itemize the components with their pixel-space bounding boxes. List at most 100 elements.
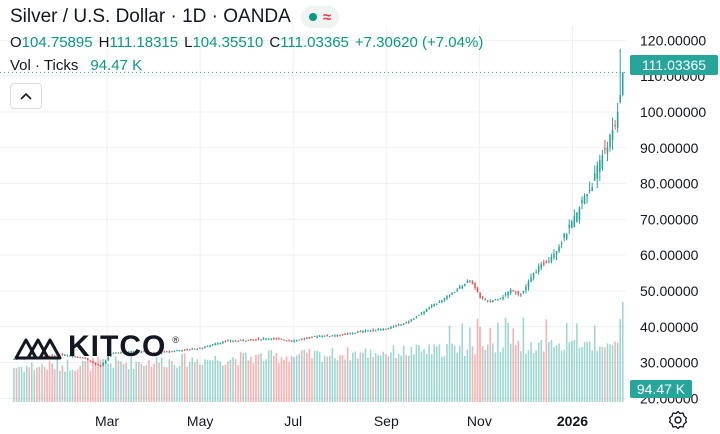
gear-icon[interactable] <box>668 410 688 430</box>
volume-bar <box>553 347 555 402</box>
candle-body <box>443 297 446 301</box>
volume-bar <box>247 360 250 402</box>
candle-body <box>295 339 298 341</box>
candle-body <box>288 340 290 342</box>
candle-body <box>306 338 308 340</box>
candle-body <box>140 351 143 353</box>
candle-body <box>275 338 278 340</box>
candle-body <box>441 300 443 303</box>
candle-body <box>53 355 56 357</box>
candle-body <box>329 335 331 337</box>
candle-body <box>102 363 104 366</box>
candle-body <box>611 129 614 140</box>
candle-body <box>351 332 354 334</box>
last-price-tag: 111.03365 <box>630 55 718 75</box>
candle-body <box>553 254 555 258</box>
volume-bar <box>311 358 313 402</box>
candle-body <box>606 147 609 154</box>
market-open-dot-icon <box>308 13 317 21</box>
candle-body <box>385 328 387 330</box>
candle-body <box>280 338 283 340</box>
close-label: C <box>269 34 281 51</box>
candle-body <box>107 356 109 361</box>
candle-body <box>176 350 178 352</box>
candle-body <box>308 337 311 339</box>
volume-bar <box>301 350 303 402</box>
candle-body <box>234 340 237 342</box>
volume-bar <box>329 355 331 402</box>
volume-bar <box>555 345 558 402</box>
candle-body <box>527 281 530 288</box>
high-label: H <box>98 34 110 51</box>
candle-body <box>132 351 135 353</box>
candle-body <box>466 280 469 283</box>
volume-bar <box>599 346 601 402</box>
candle-body <box>433 303 436 307</box>
symbol-title[interactable]: Silver / U.S. Dollar · 1D · OANDA <box>10 6 291 27</box>
candle-body <box>448 295 451 297</box>
volume-bar <box>127 369 130 402</box>
candle-body <box>76 356 79 358</box>
candle-body <box>502 297 504 300</box>
candle-body <box>252 339 255 341</box>
candle-body <box>316 336 318 338</box>
candle-body <box>301 339 303 341</box>
volume-bar <box>191 357 194 402</box>
collapse-legend-button[interactable] <box>10 83 42 109</box>
volume-bar <box>390 352 392 402</box>
volume-bar <box>216 360 219 402</box>
volume-bar <box>438 344 441 402</box>
volume-bar <box>382 351 385 402</box>
volume-tag: 94.47 K <box>630 380 692 398</box>
price-axis-label: 60.00000 <box>640 247 699 263</box>
candle-body <box>74 356 76 358</box>
candle-body <box>349 332 351 334</box>
volume-bar <box>514 344 517 402</box>
volume-bar <box>181 353 183 402</box>
candle-body <box>155 352 158 354</box>
volume-bar <box>166 367 168 402</box>
volume-bar <box>525 353 527 402</box>
volume-bar <box>87 358 89 402</box>
volume-bar <box>379 355 382 402</box>
volume-bar <box>387 356 390 402</box>
candle-body <box>242 339 244 341</box>
volume-bar <box>614 341 616 402</box>
volume-bar <box>377 355 380 402</box>
volume-bar <box>545 319 548 402</box>
candle-body <box>481 296 484 299</box>
candle-body <box>13 358 15 360</box>
candle-body <box>71 356 74 358</box>
volume-bar <box>41 363 43 402</box>
candle-body <box>387 328 390 330</box>
volume-bar <box>479 326 481 402</box>
candle-body <box>219 343 222 345</box>
candle-body <box>267 338 270 340</box>
volume-bar <box>420 351 423 402</box>
volume-bar <box>530 342 532 402</box>
candle-body <box>153 352 155 354</box>
candle-body <box>229 340 232 342</box>
candle-body <box>122 351 125 353</box>
price-axis-label: 70.00000 <box>640 211 699 227</box>
volume-bar <box>61 365 64 402</box>
chart-header: Silver / U.S. Dollar · 1D · OANDA ≈ <box>10 6 340 28</box>
candle-body <box>596 165 599 179</box>
volume-label[interactable]: Vol · Ticks <box>10 57 79 74</box>
volume-bar <box>400 355 402 402</box>
candle-body <box>163 351 166 353</box>
volume-bar <box>89 370 92 402</box>
volume-bar <box>97 357 99 402</box>
volume-bar <box>588 341 591 402</box>
market-status-pill[interactable]: ≈ <box>300 6 340 28</box>
volume-bar <box>132 368 135 402</box>
volume-bar <box>232 357 234 402</box>
candle-body <box>285 340 288 342</box>
candle-body <box>586 194 588 197</box>
candle-body <box>499 298 502 300</box>
candle-body <box>405 322 408 324</box>
candle-body <box>397 324 400 326</box>
candle-body <box>318 335 321 337</box>
candle-body <box>216 343 219 345</box>
